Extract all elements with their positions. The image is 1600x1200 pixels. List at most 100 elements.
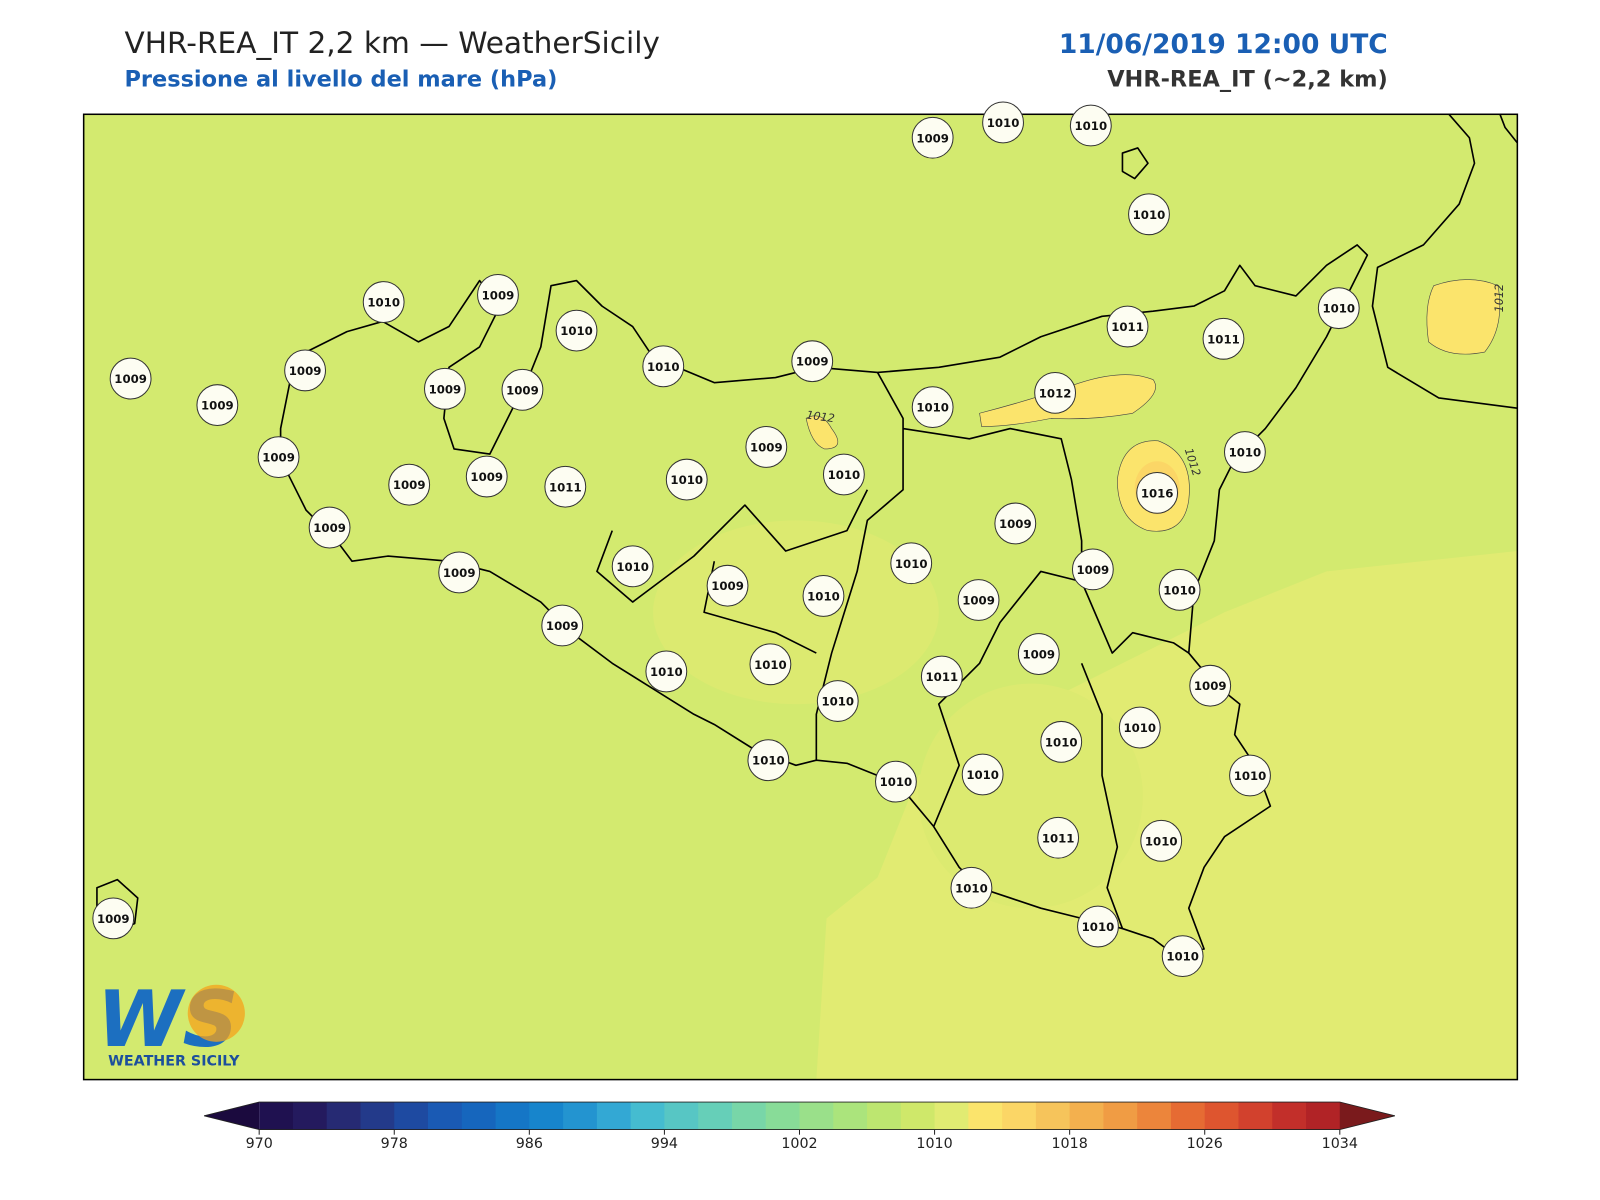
station-marker — [1071, 548, 1114, 591]
colorbar-bin — [1272, 1102, 1307, 1130]
station-value: 1009 — [262, 451, 295, 465]
station-marker — [961, 753, 1004, 796]
station-marker — [1017, 633, 1060, 675]
colorbar-bin — [1069, 1102, 1104, 1130]
colorbar-bin — [833, 1102, 868, 1130]
colorbar-over — [1339, 1102, 1395, 1130]
colorbar-bin — [563, 1102, 598, 1130]
colorbar-bin — [1137, 1102, 1172, 1130]
station-marker — [257, 436, 300, 479]
colorbar-bin — [259, 1102, 294, 1130]
station-marker — [477, 273, 519, 316]
station-value: 1011 — [549, 480, 582, 494]
station-marker — [957, 579, 1000, 621]
station-value: 1010 — [1166, 950, 1199, 964]
colorbar-tick-label: 1034 — [1322, 1136, 1358, 1152]
contour-label: 1012 — [805, 408, 835, 425]
colorbar-bin — [461, 1102, 497, 1130]
station-marker — [1077, 905, 1119, 948]
station-value: 1010 — [880, 775, 913, 789]
colorbar-bin — [1238, 1102, 1273, 1130]
station-value: 1009 — [796, 355, 829, 369]
station-value: 1010 — [560, 324, 593, 338]
station-value: 1009 — [482, 288, 515, 302]
colorbar-bin — [934, 1102, 969, 1130]
station-marker — [1106, 305, 1149, 348]
station-value: 1009 — [429, 382, 462, 396]
station-value: 1010 — [752, 754, 785, 768]
station-marker — [1229, 754, 1271, 797]
station-marker — [1140, 819, 1183, 862]
station-marker — [362, 281, 405, 323]
colorbar-tick-label: 994 — [651, 1136, 678, 1152]
station-value: 1010 — [1234, 769, 1267, 783]
station-value: 1010 — [1082, 920, 1115, 934]
station-marker — [109, 357, 152, 400]
station-value: 1010 — [966, 768, 999, 782]
station-value: 1010 — [1229, 446, 1262, 460]
station-marker — [465, 455, 508, 498]
colorbar-bin — [1002, 1102, 1037, 1130]
colorbar-tick-label: 978 — [381, 1136, 408, 1152]
station-marker — [875, 760, 917, 803]
station-value: 1010 — [1145, 834, 1178, 848]
station-marker — [1037, 816, 1080, 859]
logo: WS WEATHER SICILY — [97, 975, 245, 1069]
station-marker — [1034, 371, 1077, 414]
contour-label-layer: 1012 1012 1012 — [805, 284, 1506, 478]
station-marker — [994, 502, 1037, 545]
station-value: 1010 — [828, 468, 861, 482]
pressure-field-band — [918, 683, 1143, 909]
logo-name: WEATHER SICILY — [108, 1053, 240, 1069]
colorbar-bin — [698, 1102, 733, 1130]
station-marker — [665, 458, 708, 501]
station-marker — [92, 897, 135, 940]
colorbar-bin — [428, 1102, 463, 1130]
station-value: 1010 — [616, 560, 649, 574]
model-label: VHR-REA_IT (~2,2 km) — [1107, 67, 1388, 93]
station-value: 1009 — [1077, 563, 1110, 577]
station-marker — [816, 680, 859, 722]
pressure-high-area — [1426, 279, 1501, 355]
station-value: 1010 — [670, 473, 703, 487]
station-value: 1010 — [1322, 302, 1355, 316]
station-value: 1010 — [1123, 721, 1156, 735]
map-frame — [82, 113, 1519, 1081]
pressure-high-area — [805, 415, 839, 450]
station-marker — [749, 643, 792, 686]
calabria-coastline — [1499, 114, 1518, 144]
station-marker — [284, 349, 327, 392]
station-marker — [642, 345, 685, 388]
station-marker — [890, 542, 933, 585]
colorbar-under — [204, 1102, 260, 1130]
station-marker — [982, 101, 1024, 144]
station-marker — [920, 655, 963, 698]
colorbar-tick-label: 1018 — [1051, 1136, 1087, 1152]
colorbar-tick-label: 1002 — [781, 1136, 817, 1152]
station-value: 1009 — [313, 521, 346, 535]
colorbar-bin — [968, 1102, 1003, 1130]
colorbar-bin — [731, 1102, 767, 1130]
station-marker — [911, 116, 954, 159]
datetime: 11/06/2019 12:00 UTC — [1059, 29, 1388, 60]
colorbar-tick-label: 986 — [516, 1136, 543, 1152]
station-marker — [822, 453, 865, 496]
station-marker — [1128, 193, 1170, 236]
station-layer: 1009 1010 1010 1010 1010 1009 1010 1009 1009 1009… — [92, 101, 1360, 978]
station-value: 1009 — [97, 912, 130, 926]
contour-label: 1012 — [1493, 284, 1506, 313]
colorbar-bin — [900, 1102, 936, 1130]
station-value: 1011 — [1207, 332, 1240, 346]
station-value: 1010 — [1163, 583, 1196, 597]
station-marker — [1317, 287, 1360, 330]
station-marker — [706, 564, 749, 607]
station-value: 1010 — [895, 557, 928, 571]
station-value: 1016 — [1141, 486, 1174, 500]
station-marker — [1202, 317, 1245, 360]
colorbar-bin — [1204, 1102, 1239, 1130]
station-value: 1009 — [470, 470, 503, 484]
station-value: 1009 — [750, 440, 783, 454]
colorbar-bin — [1103, 1102, 1138, 1130]
